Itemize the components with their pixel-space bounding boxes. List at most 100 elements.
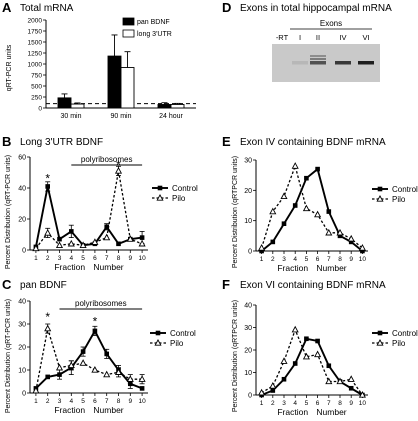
data-point-square <box>139 235 145 240</box>
data-point-square <box>69 229 74 234</box>
legend-label-control: Control <box>392 329 418 338</box>
data-point-square <box>57 236 62 242</box>
x-tick-label: 1 <box>260 400 264 407</box>
panel-b: B Long 3'UTR BDNF Percent Distribution (… <box>2 134 198 272</box>
gel-band <box>310 61 326 65</box>
y-tick-label: 20 <box>244 188 252 195</box>
legend-label-control: Control <box>172 184 198 193</box>
significance-star: * <box>93 315 98 329</box>
panel-f-title: Exon VI containing BDNF mRNA <box>240 280 386 291</box>
data-point-square <box>304 175 309 181</box>
data-point-square <box>92 328 98 334</box>
gel-band <box>335 61 351 65</box>
y-tick-label: 30 <box>18 322 26 329</box>
legend-label-pilo: Pilo <box>392 195 406 204</box>
x-tick-label: 4 <box>69 255 73 262</box>
x-tick-label: 30 min <box>60 113 81 120</box>
gel-header: Exons <box>320 19 342 28</box>
panel-e-xlabel: Fraction Number <box>277 263 346 273</box>
y-tick-label: 10 <box>244 370 252 377</box>
series-line-pilo <box>261 327 363 396</box>
panel-b-xlabel: Fraction Number <box>54 262 123 272</box>
y-tick-label: 10 <box>244 218 252 225</box>
data-point-triangle <box>347 375 355 382</box>
bar <box>107 55 122 109</box>
data-point-triangle <box>44 324 52 332</box>
x-tick-label: 2 <box>271 400 275 407</box>
data-point-triangle <box>67 239 75 247</box>
data-point-triangle <box>138 375 146 382</box>
series-line-pilo <box>35 170 143 249</box>
data-point-triangle <box>358 391 366 398</box>
bar <box>57 97 72 109</box>
y-tick-label: 1500 <box>28 40 43 47</box>
series-line-pilo <box>260 163 363 249</box>
x-tick-label: 3 <box>58 255 62 262</box>
x-tick-label: 10 <box>359 400 367 407</box>
y-tick-label: 10 <box>18 368 26 375</box>
y-tick-label: 0 <box>38 106 42 113</box>
series-line-control <box>261 167 363 252</box>
y-tick-label: 20 <box>18 217 26 224</box>
panel-d: D Exons in total hippocampal mRNA Exons … <box>222 0 392 82</box>
panel-b-plot: 0 20 40 60 1 2 3 4 5 6 7 8 9 10 Fraction Number polyrib… <box>18 155 198 273</box>
data-point-square <box>45 184 50 189</box>
y-tick-label: 30 <box>244 325 252 332</box>
legend-marker-triangle <box>156 194 164 201</box>
x-tick-label: 9 <box>128 398 132 405</box>
x-tick-label: 10 <box>359 256 367 263</box>
y-tick-label: 30 <box>244 158 252 165</box>
significance-star: * <box>116 158 121 172</box>
x-tick-label: 8 <box>117 398 121 405</box>
data-point-square <box>315 166 320 172</box>
panel-b-ylabel: Percent Distribution (qRT-PCR units) <box>5 155 12 269</box>
data-point-triangle <box>114 167 123 174</box>
x-tick-label: 1 <box>34 398 38 405</box>
data-point-square <box>270 239 276 245</box>
x-tick-label: 1 <box>260 256 264 263</box>
panel-c-plot: 0 10 20 30 40 1 2 3 4 5 6 7 8 9 10 Fraction Number polyr… <box>18 299 196 416</box>
x-tick-label: 2 <box>271 256 275 263</box>
data-point-triangle <box>280 357 288 364</box>
x-tick-label: 5 <box>81 398 85 405</box>
panel-c-letter: C <box>2 277 12 292</box>
x-tick-label: 7 <box>105 398 109 405</box>
data-point-triangle <box>302 352 310 360</box>
gel-lane-label: VI <box>362 33 369 42</box>
data-point-square <box>139 386 145 391</box>
polyribosomes-label: polyribosomes <box>75 299 127 308</box>
panel-c-title: pan BDNF <box>20 280 67 291</box>
x-tick-label: 2 <box>46 255 50 262</box>
data-point-triangle <box>44 229 52 236</box>
panel-f-ylabel: Percent Distribution (qRTPCR units) <box>232 300 239 412</box>
data-point-square <box>315 338 320 344</box>
legend-marker-square <box>377 330 383 336</box>
x-tick-label: 90 min <box>110 113 131 120</box>
data-point-triangle <box>103 233 111 241</box>
data-point-triangle <box>55 241 64 249</box>
panel-c-ylabel: Percent Distribution (qRT-PCR units) <box>5 299 12 413</box>
gel-bands <box>292 55 374 65</box>
panel-a-ylabel: qRT-PCR units <box>6 44 13 91</box>
y-tick-label: 500 <box>31 84 42 91</box>
data-point-triangle <box>91 238 99 245</box>
data-point-triangle <box>32 244 40 252</box>
legend-label-pan-bdnf: pan BDNF <box>137 19 170 26</box>
panel-d-title: Exons in total hippocampal mRNA <box>240 3 392 14</box>
y-tick-label: 60 <box>18 155 26 162</box>
y-tick-label: 2000 <box>28 18 43 25</box>
data-point-square <box>104 351 109 357</box>
data-point-square <box>57 372 62 377</box>
y-tick-label: 40 <box>18 299 26 306</box>
gel-band <box>292 61 308 65</box>
data-point-square <box>45 374 50 380</box>
panel-a: A Total mRNA qRT-PCR units 0 250 500 750 100… <box>2 0 196 120</box>
bar <box>170 104 185 109</box>
data-point-triangle <box>79 359 87 366</box>
y-tick-label: 40 <box>18 186 26 193</box>
data-point-triangle <box>336 228 344 236</box>
x-tick-label: 7 <box>327 400 331 407</box>
gel-lane-label: I <box>299 33 301 42</box>
legend-swatch-long-utr <box>122 29 135 38</box>
